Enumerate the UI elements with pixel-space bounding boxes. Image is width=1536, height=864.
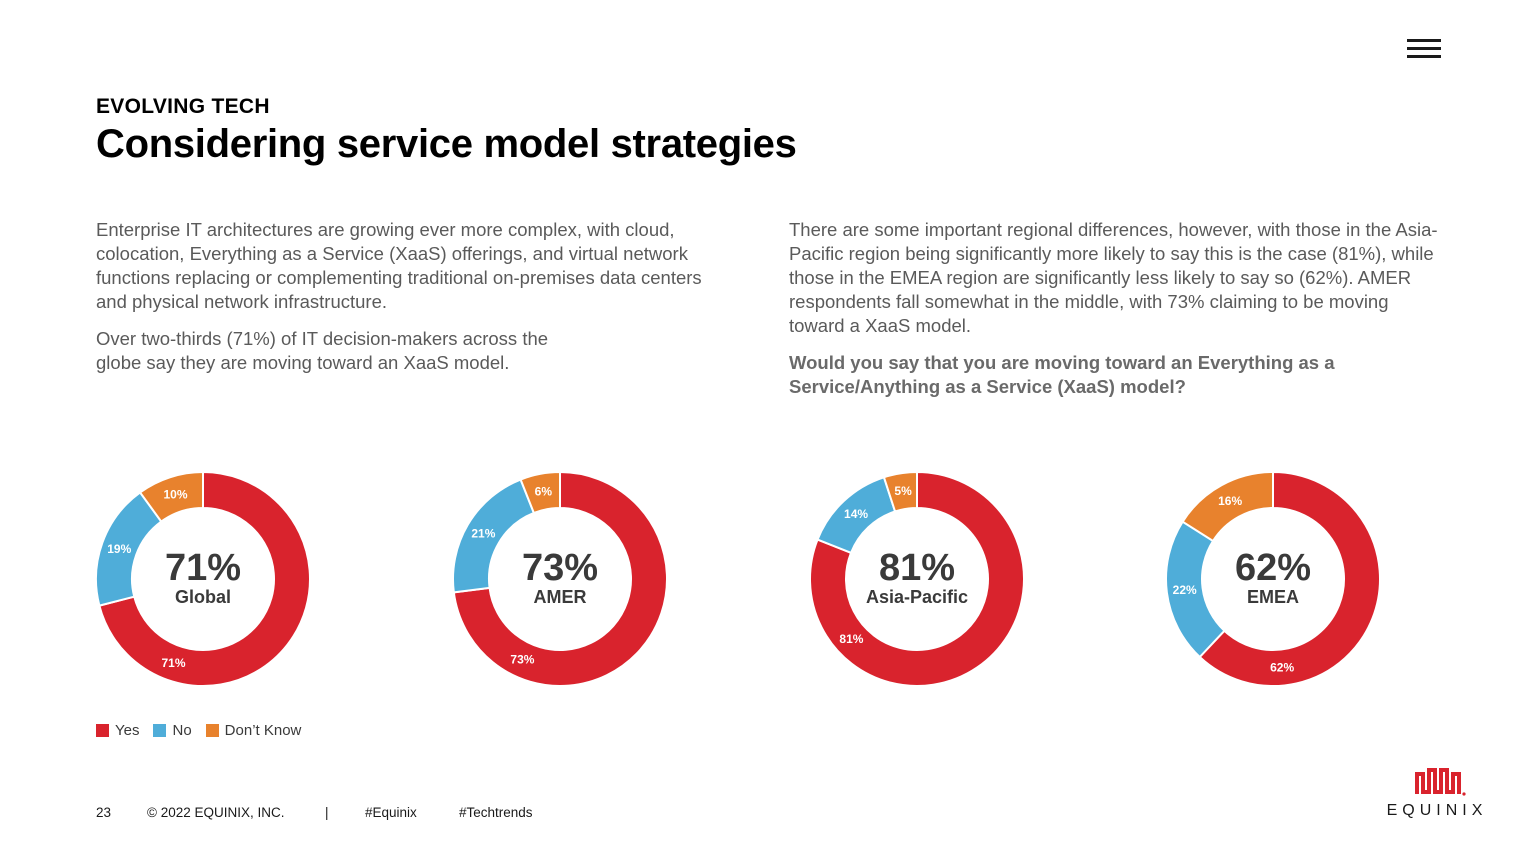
slice-label-dont-know: 6% bbox=[535, 485, 553, 499]
menu-icon[interactable] bbox=[1407, 39, 1441, 59]
slice-yes bbox=[98, 470, 311, 687]
donut-chart-svg: 81% 14% 5% bbox=[809, 470, 1025, 687]
center-value: 81% bbox=[878, 547, 956, 589]
region-label: Asia-Pacific bbox=[865, 587, 969, 607]
hashtag-techtrends[interactable]: #Techtrends bbox=[459, 805, 533, 820]
slice-label-no: 14% bbox=[844, 507, 868, 521]
slice-yes bbox=[809, 470, 1025, 687]
donut-chart-svg: 71% 19% 10% bbox=[95, 470, 311, 687]
donut-global: 71% 19% 10% 71% Global bbox=[95, 470, 311, 687]
slice-dont-know bbox=[138, 470, 204, 523]
slice-dont-know bbox=[1181, 470, 1274, 543]
slice-label-yes: 71% bbox=[161, 656, 185, 670]
slice-label-no: 22% bbox=[1173, 583, 1197, 597]
slice-label-no: 21% bbox=[471, 527, 495, 541]
donut-chart-svg: 73% 21% 6% bbox=[452, 470, 668, 687]
region-label: Global bbox=[174, 587, 231, 607]
center-value: 73% bbox=[521, 547, 599, 589]
page-title: Considering service model strategies bbox=[96, 122, 797, 166]
slice-dont-know bbox=[519, 470, 561, 515]
slice-yes bbox=[452, 470, 668, 687]
slice-label-no: 19% bbox=[107, 542, 131, 556]
regional-paragraph: There are some important regional differ… bbox=[789, 219, 1438, 336]
slice-label-yes: 73% bbox=[510, 653, 534, 667]
center-value: 62% bbox=[1234, 547, 1312, 589]
legend-label-no: No bbox=[172, 722, 192, 739]
slice-label-dont-know: 16% bbox=[1218, 494, 1242, 508]
legend-swatch-yes bbox=[96, 724, 109, 737]
slice-label-dont-know: 5% bbox=[894, 484, 912, 498]
equinix-logo[interactable]: EQUINIX bbox=[1382, 766, 1492, 826]
slice-dont-know bbox=[882, 470, 918, 513]
legend-label-yes: Yes bbox=[115, 722, 140, 739]
footer-separator: | bbox=[325, 805, 329, 820]
hashtag-equinix[interactable]: #Equinix bbox=[365, 805, 417, 820]
legend-swatch-dont-know bbox=[205, 724, 219, 737]
slice-yes bbox=[1198, 470, 1381, 687]
chart-legend: Yes No Don’t Know bbox=[96, 722, 315, 739]
legend-item-no: No bbox=[153, 722, 192, 739]
slice-label-yes: 81% bbox=[839, 632, 863, 646]
region-label: AMER bbox=[533, 587, 587, 607]
donut-amer: 73% 21% 6% 73% AMER bbox=[452, 470, 668, 687]
legend-swatch-no bbox=[153, 724, 167, 737]
legend-item-yes: Yes bbox=[96, 722, 139, 739]
donut-emea: 62% 22% 16% 62% EMEA bbox=[1165, 470, 1381, 687]
center-value: 71% bbox=[164, 547, 242, 589]
legend-label-dont-know: Don’t Know bbox=[224, 722, 302, 739]
slice-label-dont-know: 10% bbox=[163, 487, 187, 501]
global-summary-paragraph: Over two-thirds (71%) of IT decision-mak… bbox=[96, 328, 549, 373]
page-number: 23 bbox=[96, 805, 112, 820]
survey-question: Would you say that you are moving toward… bbox=[789, 352, 1335, 397]
region-label: EMEA bbox=[1246, 587, 1299, 607]
donut-asia-pacific: 81% 14% 5% 81% Asia-Pacific bbox=[809, 470, 1025, 687]
equinix-logo-icon bbox=[1415, 768, 1466, 796]
copyright: © 2022 EQUINIX, INC. bbox=[147, 805, 285, 820]
section-eyebrow: EVOLVING TECH bbox=[96, 95, 270, 118]
slice-label-yes: 62% bbox=[1270, 661, 1294, 675]
donut-chart-svg: 62% 22% 16% bbox=[1165, 470, 1381, 687]
intro-paragraph: Enterprise IT architectures are growing … bbox=[96, 219, 702, 312]
logo-wordmark: EQUINIX bbox=[1386, 802, 1488, 819]
legend-item-dont-know: Don’t Know bbox=[205, 722, 302, 739]
